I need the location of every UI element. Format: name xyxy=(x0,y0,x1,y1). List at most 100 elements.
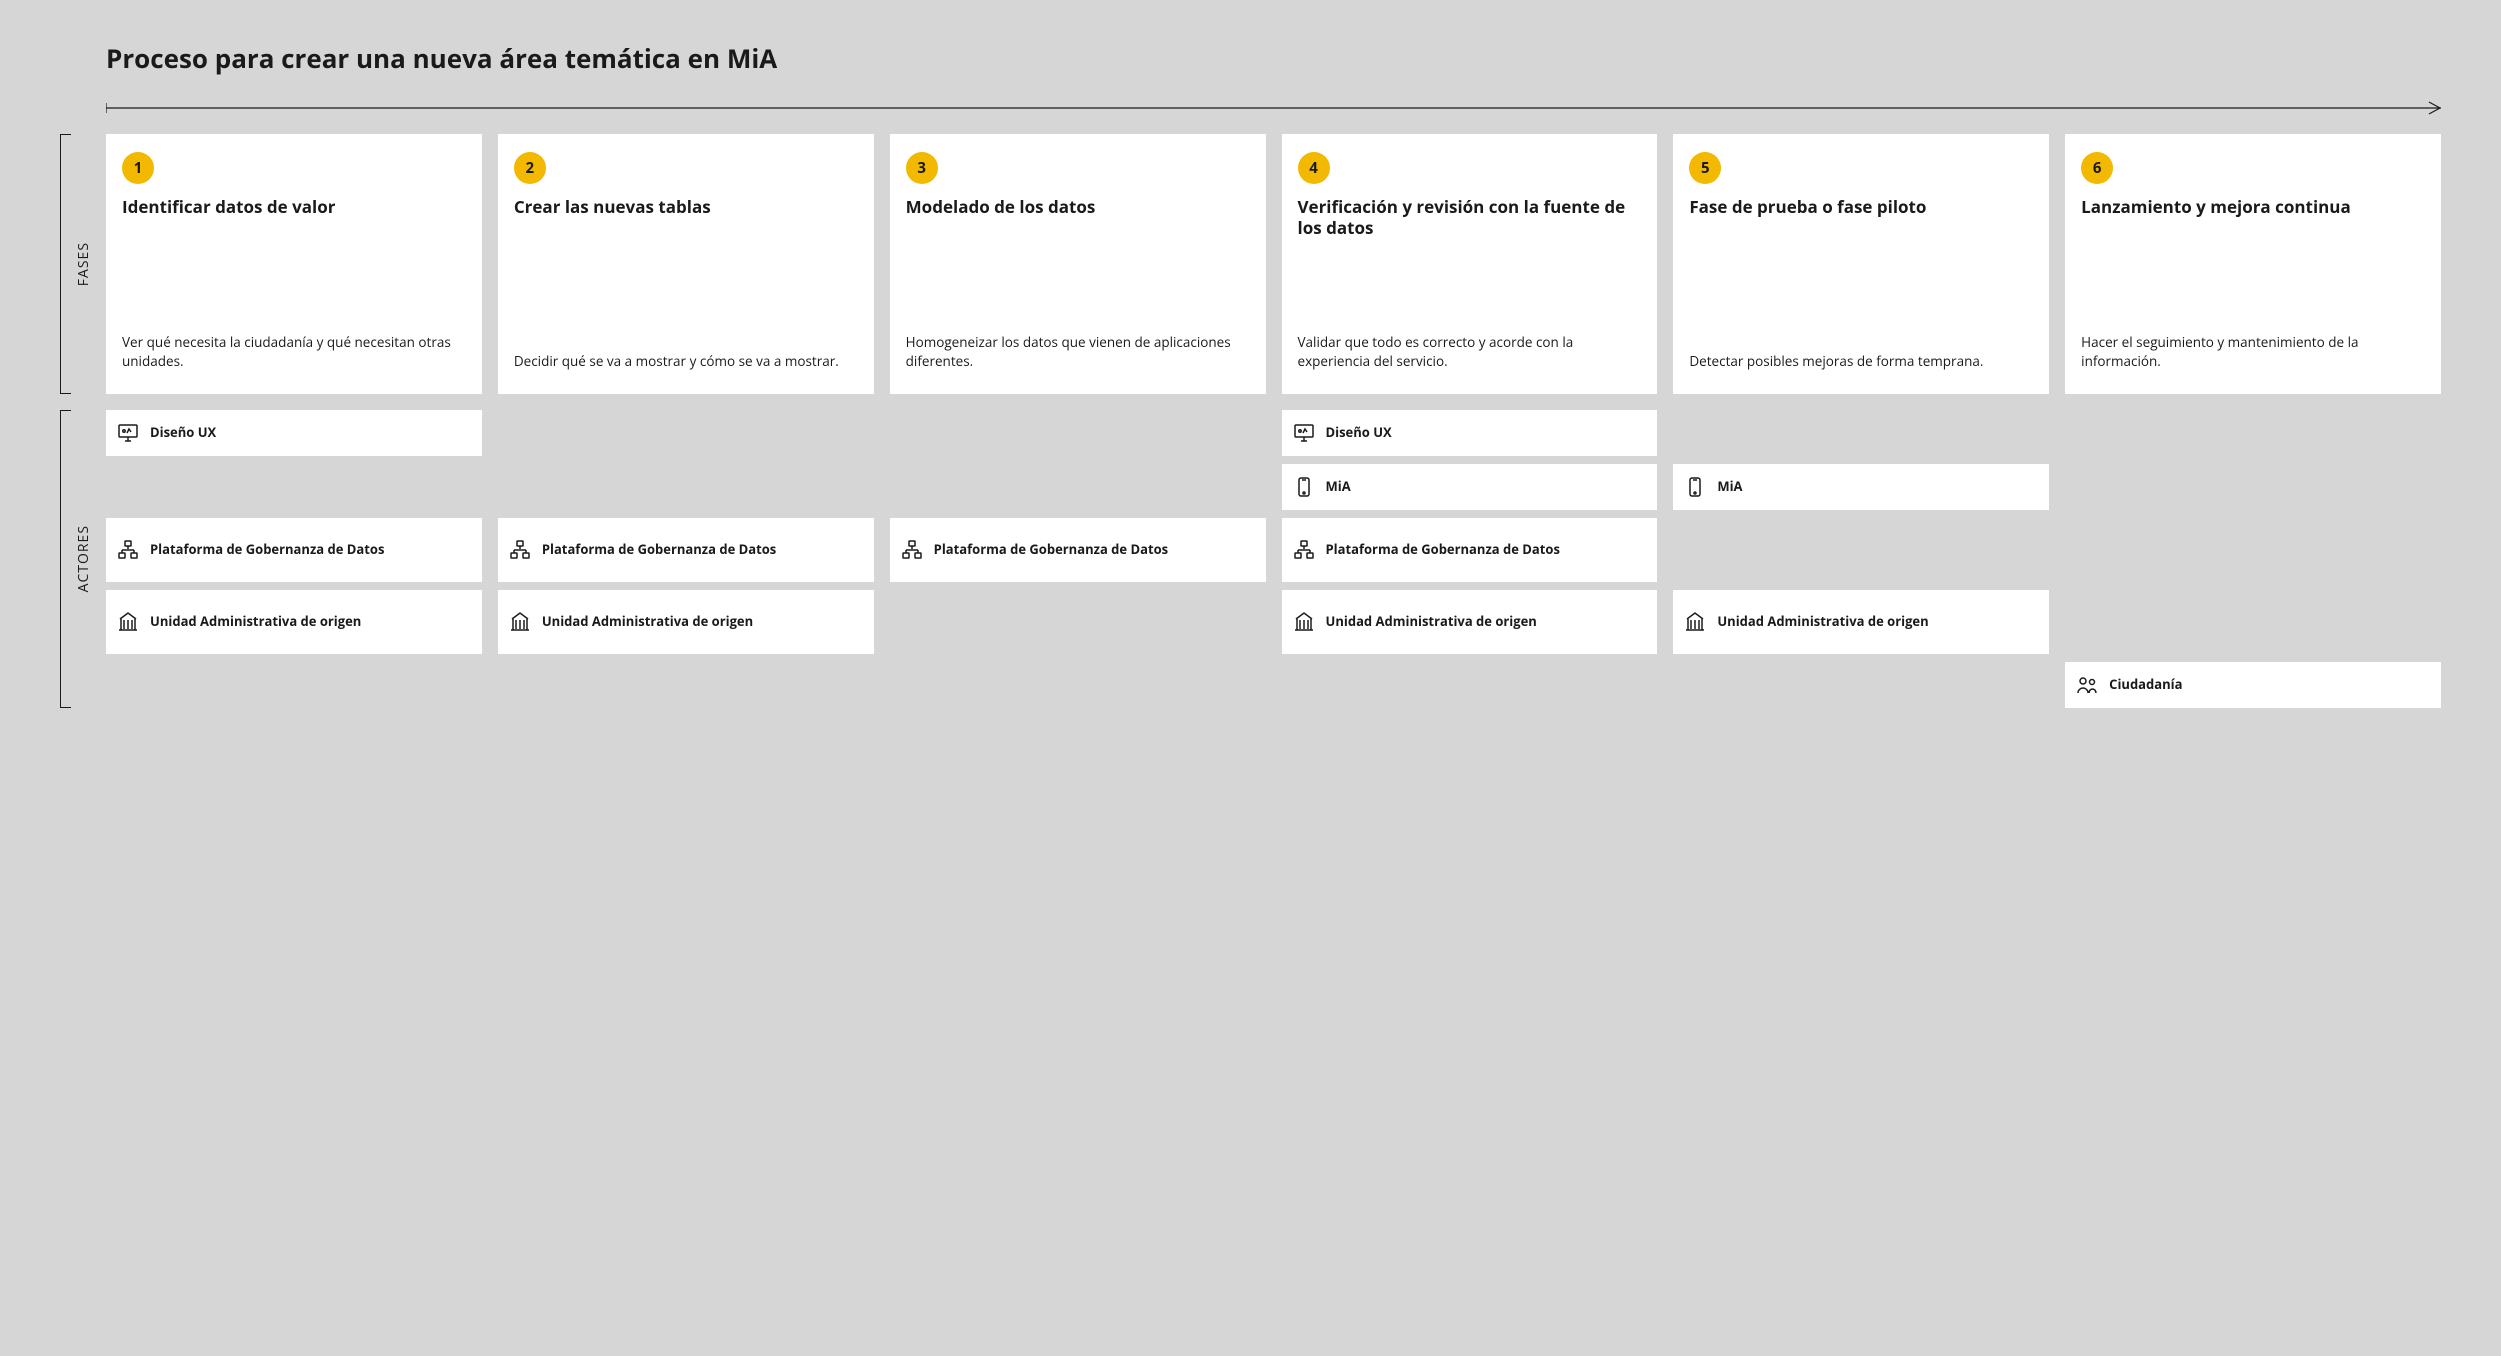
actors-bracket: ACTORES xyxy=(60,410,106,708)
phase-desc: Decidir qué se va a mostrar y cómo se va… xyxy=(514,352,858,372)
building-icon xyxy=(1292,610,1316,634)
section-labels-column: FASES ACTORES xyxy=(60,134,106,708)
actor-cell: Ciudadanía xyxy=(2065,662,2441,708)
actor-label: Unidad Administrativa de origen xyxy=(1326,614,1537,630)
phase-badge: 6 xyxy=(2081,152,2113,184)
actor-cell xyxy=(106,464,482,510)
actor-cell: Plataforma de Gobernanza de Datos xyxy=(498,518,874,582)
phase-desc: Detectar posibles mejoras de forma tempr… xyxy=(1689,352,2033,372)
phase-desc: Validar que todo es correcto y acorde co… xyxy=(1298,333,1642,372)
actor-cell xyxy=(2065,410,2441,456)
phase-card-4: 4 Verificación y revisión con la fuente d… xyxy=(1282,134,1658,394)
phase-title: Verificación y revisión con la fuente de… xyxy=(1298,196,1642,259)
actor-cell xyxy=(106,662,482,708)
actor-cell: Unidad Administrativa de origen xyxy=(1673,590,2049,654)
phone-icon xyxy=(1683,475,1707,499)
phase-desc: Hacer el seguimiento y mantenimiento de … xyxy=(2081,333,2425,372)
monitor-icon xyxy=(116,421,140,445)
phase-badge: 1 xyxy=(122,152,154,184)
actor-cell xyxy=(890,410,1266,456)
actor-cell: MiA xyxy=(1282,464,1658,510)
monitor-icon xyxy=(1292,421,1316,445)
building-icon xyxy=(1683,610,1707,634)
actor-chip-platform: Plataforma de Gobernanza de Datos xyxy=(498,518,874,582)
people-icon xyxy=(2075,673,2099,697)
network-icon xyxy=(1292,538,1316,562)
actor-cell: Diseño UX xyxy=(1282,410,1658,456)
actor-label: Ciudadanía xyxy=(2109,677,2182,693)
phases-bracket: FASES xyxy=(60,134,106,394)
phase-card-2: 2 Crear las nuevas tablas Decidir qué se v… xyxy=(498,134,874,394)
actor-cell xyxy=(890,464,1266,510)
actor-cell xyxy=(498,410,874,456)
actor-chip-unit: Unidad Administrativa de origen xyxy=(1282,590,1658,654)
phase-card-6: 6 Lanzamiento y mejora continua Hacer el s… xyxy=(2065,134,2441,394)
phase-card-5: 5 Fase de prueba o fase piloto Detectar po… xyxy=(1673,134,2049,394)
phases-label: FASES xyxy=(74,242,93,286)
actor-label: MiA xyxy=(1326,479,1351,495)
phase-badge: 2 xyxy=(514,152,546,184)
phase-card-1: 1Identificar datos de valorVer qué neces… xyxy=(106,134,482,394)
actor-cell: Unidad Administrativa de origen xyxy=(498,590,874,654)
phase-desc: Homogeneizar los datos que vienen de apl… xyxy=(906,333,1250,372)
phase-badge: 4 xyxy=(1298,152,1330,184)
network-icon xyxy=(508,538,532,562)
actor-cell xyxy=(2065,518,2441,582)
actor-chip-platform: Plataforma de Gobernanza de Datos xyxy=(890,518,1266,582)
actor-chip-unit: Unidad Administrativa de origen xyxy=(498,590,874,654)
actor-cell xyxy=(1673,662,2049,708)
actor-cell xyxy=(2065,464,2441,510)
phase-badge: 3 xyxy=(906,152,938,184)
actor-chip-platform: Plataforma de Gobernanza de Datos xyxy=(1282,518,1658,582)
actor-cell: Diseño UX xyxy=(106,410,482,456)
actor-chip-mia: MiA xyxy=(1282,464,1658,510)
page-title: Proceso para crear una nueva área temáti… xyxy=(106,40,2441,76)
network-icon xyxy=(116,538,140,562)
actor-chip-platform: Plataforma de Gobernanza de Datos xyxy=(106,518,482,582)
actor-cell xyxy=(2065,590,2441,654)
actor-label: Plataforma de Gobernanza de Datos xyxy=(150,542,384,558)
actor-chip-ux: Diseño UX xyxy=(106,410,482,456)
actor-cell xyxy=(1673,518,2049,582)
actor-cell xyxy=(1673,410,2049,456)
network-icon xyxy=(900,538,924,562)
phase-title: Lanzamiento y mejora continua xyxy=(2081,196,2425,237)
actor-label: Unidad Administrativa de origen xyxy=(1717,614,1928,630)
actor-cell: MiA xyxy=(1673,464,2049,510)
actor-cell: Plataforma de Gobernanza de Datos xyxy=(106,518,482,582)
actor-chip-unit: Unidad Administrativa de origen xyxy=(106,590,482,654)
phone-icon xyxy=(1292,475,1316,499)
phase-title: Fase de prueba o fase piloto xyxy=(1689,196,2033,237)
phase-badge: 5 xyxy=(1689,152,1721,184)
actor-cell xyxy=(1282,662,1658,708)
actor-label: Diseño UX xyxy=(150,425,216,441)
phase-card-3: 3 Modelado de los datos Homogeneizar los d… xyxy=(890,134,1266,394)
timeline-arrow xyxy=(106,98,2441,120)
actor-cell: Unidad Administrativa de origen xyxy=(1282,590,1658,654)
actor-label: Plataforma de Gobernanza de Datos xyxy=(1326,542,1560,558)
actor-cell xyxy=(890,590,1266,654)
actor-label: Unidad Administrativa de origen xyxy=(542,614,753,630)
process-grid: 1Identificar datos de valorVer qué neces… xyxy=(106,134,2441,708)
phase-title: Crear las nuevas tablas xyxy=(514,196,858,237)
actor-label: Unidad Administrativa de origen xyxy=(150,614,361,630)
actor-chip-citizen: Ciudadanía xyxy=(2065,662,2441,708)
actor-cell: Plataforma de Gobernanza de Datos xyxy=(1282,518,1658,582)
actor-label: Plataforma de Gobernanza de Datos xyxy=(934,542,1168,558)
phase-title: Modelado de los datos xyxy=(906,196,1250,237)
actor-label: Plataforma de Gobernanza de Datos xyxy=(542,542,776,558)
actor-label: Diseño UX xyxy=(1326,425,1392,441)
actor-cell xyxy=(498,662,874,708)
building-icon xyxy=(116,610,140,634)
actor-cell xyxy=(498,464,874,510)
actor-chip-unit: Unidad Administrativa de origen xyxy=(1673,590,2049,654)
actor-chip-ux: Diseño UX xyxy=(1282,410,1658,456)
actor-cell: Plataforma de Gobernanza de Datos xyxy=(890,518,1266,582)
actor-chip-mia: MiA xyxy=(1673,464,2049,510)
building-icon xyxy=(508,610,532,634)
actor-cell: Unidad Administrativa de origen xyxy=(106,590,482,654)
actor-cell xyxy=(890,662,1266,708)
actor-label: MiA xyxy=(1717,479,1742,495)
actors-label: ACTORES xyxy=(74,525,93,592)
phase-desc: Ver qué necesita la ciudadanía y qué nec… xyxy=(122,333,466,372)
